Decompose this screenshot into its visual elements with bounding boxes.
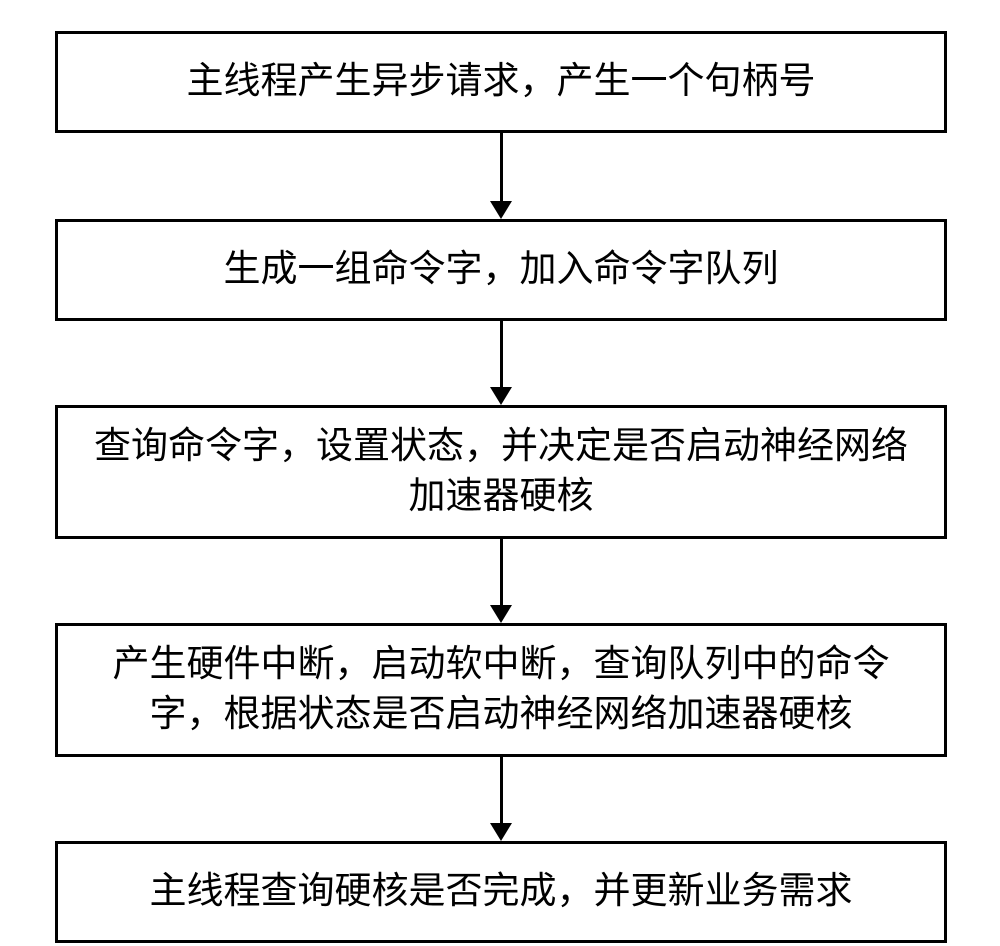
flowchart-canvas: 主线程产生异步请求，产生一个句柄号生成一组命令字，加入命令字队列查询命令字，设置… (0, 0, 1000, 946)
flow-node-n3: 查询命令字，设置状态，并决定是否启动神经网络加速器硬核 (55, 405, 947, 539)
flow-node-label: 查询命令字，设置状态，并决定是否启动神经网络加速器硬核 (94, 422, 908, 522)
flow-arrow-head (490, 605, 512, 623)
flow-node-label: 产生硬件中断，启动软中断，查询队列中的命令字，根据状态是否启动神经网络加速器硬核 (113, 640, 890, 740)
flow-node-n5: 主线程查询硬核是否完成，并更新业务需求 (55, 841, 947, 943)
flow-arrow-line (500, 133, 503, 201)
flow-arrow-head (490, 387, 512, 405)
flow-arrow-head (490, 823, 512, 841)
flow-node-n1: 主线程产生异步请求，产生一个句柄号 (55, 31, 947, 133)
flow-node-n2: 生成一组命令字，加入命令字队列 (55, 219, 947, 321)
flow-node-label: 主线程产生异步请求，产生一个句柄号 (187, 57, 816, 107)
flow-node-n4: 产生硬件中断，启动软中断，查询队列中的命令字，根据状态是否启动神经网络加速器硬核 (55, 623, 947, 757)
flow-arrow-line (500, 539, 503, 605)
flow-arrow-head (490, 201, 512, 219)
flow-arrow-line (500, 757, 503, 823)
flow-node-label: 主线程查询硬核是否完成，并更新业务需求 (150, 867, 853, 917)
flow-node-label: 生成一组命令字，加入命令字队列 (224, 245, 779, 295)
flow-arrow-line (500, 321, 503, 387)
